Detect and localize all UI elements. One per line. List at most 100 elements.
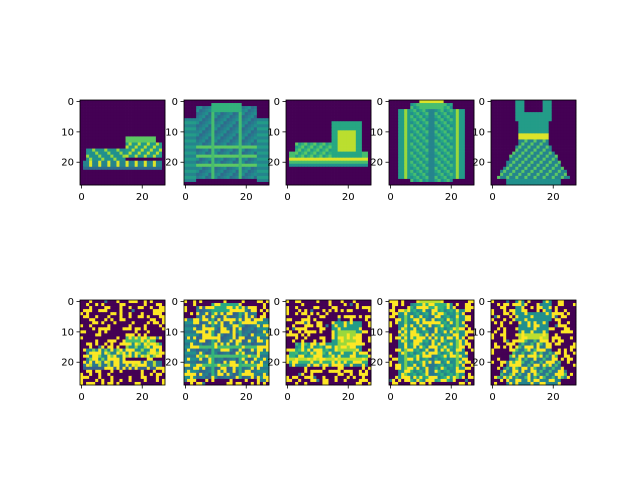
pixel-cell — [83, 330, 87, 334]
pixel-cell — [146, 324, 151, 328]
pixel-cell — [425, 130, 429, 134]
pixel-cell — [352, 163, 357, 168]
pixel-cell — [241, 124, 246, 128]
pixel-cell — [155, 124, 160, 128]
pixel-cell — [410, 160, 414, 165]
pixel-cell — [316, 166, 320, 171]
pixel-cell — [238, 118, 243, 122]
pixel-cell — [545, 139, 550, 143]
pixel-cell — [113, 103, 117, 107]
pixel-cell — [410, 133, 414, 137]
pixel-cell — [536, 142, 540, 146]
pixel-cell — [92, 172, 96, 177]
pixel-cell — [551, 115, 556, 119]
pixel-cell — [80, 306, 84, 310]
pixel-cell — [458, 166, 463, 171]
pixel-cell — [238, 130, 243, 134]
pixel-cell — [83, 163, 87, 168]
pixel-cell — [395, 166, 399, 171]
pixel-cell — [367, 103, 372, 107]
pixel-cell — [298, 169, 302, 174]
pixel-cell — [295, 124, 299, 128]
pixel-cell — [340, 121, 345, 125]
pixel-cell — [220, 315, 224, 319]
pixel-cell — [98, 306, 102, 310]
pixel-cell — [104, 324, 108, 328]
pixel-cell — [92, 175, 96, 180]
pixel-cell — [110, 366, 114, 371]
pixel-cell — [140, 372, 145, 377]
pixel-cell — [298, 121, 302, 125]
pixel-cell — [137, 324, 142, 328]
pixel-cell — [337, 181, 341, 186]
pixel-cell — [452, 109, 457, 113]
pixel-cell — [455, 175, 460, 180]
pixel-cell — [446, 133, 451, 137]
pixel-cell — [521, 148, 525, 152]
pixel-cell — [536, 160, 540, 165]
pixel-cell — [407, 127, 411, 131]
pixel-cell — [158, 357, 163, 362]
pixel-cell — [244, 312, 249, 316]
pixel-cell — [190, 145, 194, 149]
pixel-cell — [440, 157, 444, 162]
pixel-cell — [149, 130, 154, 134]
pixel-cell — [524, 121, 528, 125]
pixel-cell — [572, 121, 577, 125]
pixel-cell — [497, 154, 501, 159]
pixel-cell — [346, 127, 351, 131]
pixel-cell — [202, 312, 206, 316]
pixel-cell — [401, 169, 405, 174]
pixel-cell — [470, 121, 475, 125]
pixel-cell — [470, 154, 475, 159]
pixel-cell — [428, 151, 432, 155]
pixel-cell — [497, 124, 501, 128]
pixel-cell — [86, 151, 90, 155]
pixel-cell — [524, 136, 528, 140]
pixel-cell — [554, 124, 559, 128]
pixel-cell — [304, 118, 308, 122]
pixel-cell — [98, 309, 102, 313]
pixel-cell — [80, 333, 84, 337]
pixel-cell — [107, 100, 111, 104]
pixel-cell — [343, 145, 348, 149]
pixel-cell — [107, 121, 111, 125]
pixel-cell — [152, 124, 157, 128]
pixel-cell — [512, 178, 516, 183]
pixel-cell — [223, 181, 227, 186]
pixel-cell — [431, 166, 435, 171]
pixel-cell — [500, 157, 504, 162]
pixel-cell — [161, 109, 166, 113]
pixel-cell — [319, 127, 323, 131]
pixel-cell — [500, 169, 504, 174]
pixel-cell — [310, 136, 314, 140]
pixel-cell — [337, 163, 341, 168]
pixel-cell — [131, 321, 135, 325]
pixel-cell — [119, 309, 123, 313]
pixel-cell — [530, 148, 534, 152]
pixel-cell — [104, 306, 108, 310]
pixel-cell — [104, 315, 108, 319]
pixel-cell — [125, 315, 129, 319]
pixel-cell — [113, 318, 117, 322]
pixel-cell — [316, 160, 320, 165]
pixel-cell — [533, 178, 537, 183]
pixel-cell — [443, 115, 448, 119]
pixel-cell — [265, 124, 270, 128]
pixel-cell — [235, 106, 239, 110]
pixel-cell — [211, 166, 215, 171]
pixel-cell — [101, 136, 105, 140]
pixel-cell — [401, 178, 405, 183]
pixel-cell — [152, 378, 157, 383]
pixel-cell — [137, 372, 142, 377]
pixel-cell — [470, 142, 475, 146]
pixel-cell — [325, 127, 329, 131]
pixel-cell — [149, 327, 154, 331]
pixel-cell — [434, 100, 438, 104]
pixel-cell — [128, 163, 132, 168]
pixel-cell — [107, 127, 111, 131]
pixel-cell — [196, 154, 200, 159]
pixel-cell — [134, 345, 139, 349]
pixel-cell — [101, 318, 105, 322]
pixel-cell — [107, 309, 111, 313]
